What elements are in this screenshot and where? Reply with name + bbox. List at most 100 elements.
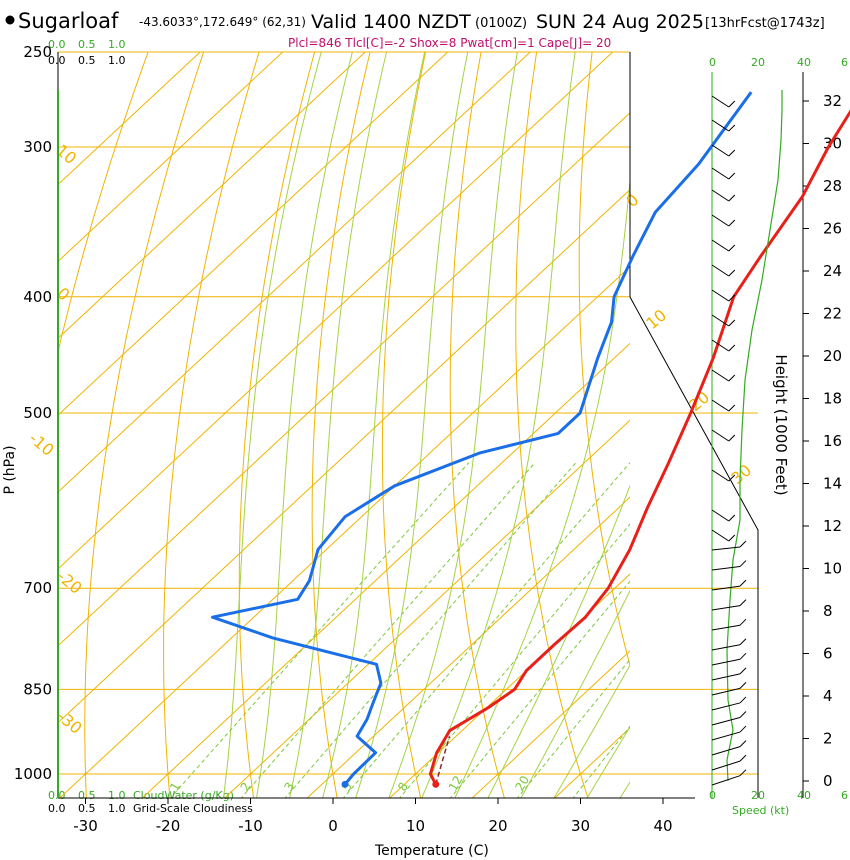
cloud-scale-top: 0.0 0.5 1.0 0.0 0.5 1.0 xyxy=(48,38,126,67)
wind-barb xyxy=(711,775,741,786)
height-tick-label: 14 xyxy=(823,475,842,493)
moist-adiabat-line xyxy=(421,52,576,798)
speed-bottom-60: 6 xyxy=(841,789,848,802)
isotherm-line xyxy=(58,188,630,724)
wind-barb-feather xyxy=(739,769,747,777)
height-tick-label: 0 xyxy=(823,772,833,790)
pressure-tick-label: 850 xyxy=(23,680,52,698)
wind-barb xyxy=(711,429,730,442)
wind-barb xyxy=(711,624,741,631)
isotherm-line xyxy=(224,419,630,798)
x-tick-label: 40 xyxy=(653,817,672,835)
wind-barb xyxy=(711,264,730,277)
temperature-line xyxy=(428,109,850,785)
wind-barb xyxy=(711,509,730,522)
wind-barb-feather xyxy=(728,149,736,157)
wind-barb-feather xyxy=(739,638,747,646)
isotherm-label: 30 xyxy=(727,460,755,488)
cloudiness-top-1: 0.5 xyxy=(78,54,96,67)
wind-barb-feather xyxy=(739,579,747,587)
wind-barb-feather xyxy=(728,434,736,442)
mixing-ratio-line xyxy=(240,462,536,798)
wind-barb-feather xyxy=(728,514,736,522)
wind-barb xyxy=(711,239,730,252)
wind-barb xyxy=(711,760,741,771)
moist-adiabat-line xyxy=(586,725,630,798)
moist-adiabat-line xyxy=(289,52,388,798)
height-tick-label: 8 xyxy=(823,602,833,620)
wind-barb-feather xyxy=(728,194,736,202)
dry-adiabat-line xyxy=(163,52,260,798)
mixing-ratio-line xyxy=(169,462,470,798)
cloudwater-bottom-1: 0.5 xyxy=(78,789,96,802)
x-axis-title: Temperature (C) xyxy=(374,843,489,859)
height-tick-label: 4 xyxy=(823,687,833,705)
isotherm-label: 10 xyxy=(642,305,670,333)
wind-barb-feather xyxy=(739,754,747,762)
isotherm-label: 10 xyxy=(52,141,80,169)
isotherm-line xyxy=(306,496,630,798)
cloudwater-top-2: 1.0 xyxy=(108,38,126,51)
wind-barb-feather xyxy=(739,540,747,548)
wind-barb-feather xyxy=(728,269,736,277)
x-tick-label: 20 xyxy=(488,817,507,835)
height-tick-label: 2 xyxy=(823,730,833,748)
wind-barb xyxy=(711,658,741,666)
isotherm-line xyxy=(58,52,366,339)
wind-barb-feather xyxy=(739,725,747,733)
moist-adiabat-line xyxy=(487,484,630,798)
wind-barb xyxy=(711,167,730,180)
wind-barb-feather xyxy=(728,219,736,227)
pressure-tick-label: 1000 xyxy=(14,765,52,783)
height-tick-label: 16 xyxy=(823,432,842,450)
header-run: [13hrFcst@1743z] xyxy=(705,16,825,31)
dry-adiabat-line xyxy=(238,52,316,798)
dry-adiabat-line xyxy=(515,52,589,798)
wind-barb-feather xyxy=(728,374,736,382)
cloudiness-bottom-1: 0.5 xyxy=(78,802,96,815)
moist-adiabat-line xyxy=(619,781,630,798)
wind-barb-feather xyxy=(739,711,747,718)
speed-top-0: 0 xyxy=(709,56,716,69)
cloudwater-top-1: 0.5 xyxy=(78,38,96,51)
height-tick-label: 24 xyxy=(823,262,842,280)
wind-barb-feather xyxy=(728,534,736,542)
mixing-ratio-line xyxy=(516,658,630,798)
wind-barb-feather xyxy=(739,740,747,747)
wind-barb xyxy=(711,673,741,681)
height-axis-title: Height (1000 Feet) xyxy=(772,354,790,495)
pressure-tick-label: 300 xyxy=(23,138,52,156)
y-axis-title: P (hPa) xyxy=(2,445,18,494)
wind-barb xyxy=(711,585,741,591)
height-tick-label: 22 xyxy=(823,305,842,323)
moist-adiabat-line xyxy=(355,52,469,798)
isotherm-line xyxy=(59,265,630,798)
location-bullet-icon xyxy=(5,15,15,25)
isotherm-label: -10 xyxy=(25,429,57,460)
cloudiness-bottom-2: 1.0 xyxy=(108,802,126,815)
speed-bottom-40: 40 xyxy=(797,789,811,802)
wind-barb-feather xyxy=(739,696,747,704)
wind-barb xyxy=(711,702,741,711)
wind-barb-feather xyxy=(739,618,747,626)
wind-barb xyxy=(711,546,741,551)
moist-adiabat-line xyxy=(222,52,322,798)
isotherm-line xyxy=(58,52,201,186)
header-coords: -43.6033°,172.649° (62,31) xyxy=(139,15,306,29)
dry-adiabat-line xyxy=(84,52,205,798)
wind-barb-feather xyxy=(739,652,747,660)
height-tick-label: 32 xyxy=(823,92,842,110)
x-tick-label: -20 xyxy=(156,817,181,835)
wind-barb xyxy=(711,314,730,327)
wind-barb xyxy=(711,369,730,382)
wind-barb xyxy=(711,399,730,412)
moist-adiabat-line xyxy=(454,176,630,798)
wind-barb xyxy=(711,529,730,542)
parcel-line xyxy=(435,735,451,785)
moist-adiabat-line xyxy=(322,52,426,798)
wind-barb-feather xyxy=(728,172,736,180)
isotherm-line xyxy=(554,727,630,798)
wind-barb-feather xyxy=(728,100,736,108)
wind-barb xyxy=(711,746,741,756)
